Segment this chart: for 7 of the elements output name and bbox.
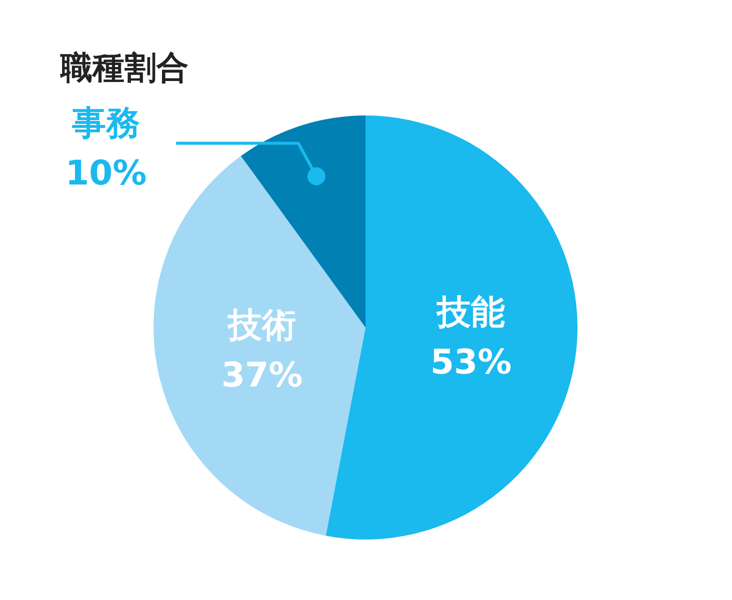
slice-label: 事務 bbox=[71, 103, 140, 144]
chart-title: 職種割合 bbox=[60, 48, 188, 86]
data-label: 37% bbox=[221, 356, 303, 396]
data-label: 53% bbox=[430, 342, 512, 382]
slice-label: 技術 bbox=[226, 306, 296, 346]
data-label: 10% bbox=[65, 153, 147, 194]
slice-label: 技能 bbox=[435, 292, 506, 332]
